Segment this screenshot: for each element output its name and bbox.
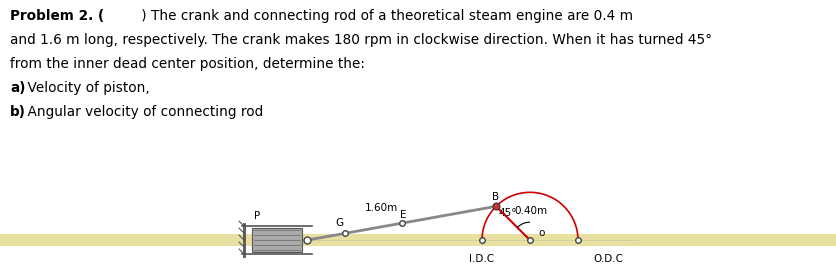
Text: G: G: [336, 218, 344, 228]
Text: 0.40m: 0.40m: [514, 206, 548, 216]
Text: Problem 2. (: Problem 2. (: [10, 9, 104, 23]
Text: and 1.6 m long, respectively. The crank makes 180 rpm in clockwise direction. Wh: and 1.6 m long, respectively. The crank …: [10, 33, 712, 47]
Text: B: B: [492, 192, 500, 202]
Text: 45°: 45°: [499, 208, 517, 218]
Text: a): a): [10, 81, 25, 95]
Text: 1.60m: 1.60m: [365, 203, 398, 213]
Text: Velocity of piston,: Velocity of piston,: [10, 81, 150, 95]
Bar: [0, 234, 836, 246]
Text: O.D.C: O.D.C: [593, 254, 623, 264]
Text: P: P: [254, 211, 260, 221]
Text: ) The crank and connecting rod of a theoretical steam engine are 0.4 m: ) The crank and connecting rod of a theo…: [10, 9, 633, 23]
Text: Angular velocity of connecting rod: Angular velocity of connecting rod: [10, 105, 263, 119]
Text: b): b): [10, 105, 26, 119]
Text: o: o: [538, 228, 544, 238]
Bar: [252, 228, 302, 252]
Text: from the inner dead center position, determine the:: from the inner dead center position, det…: [10, 57, 365, 71]
Text: E: E: [400, 210, 407, 220]
Text: I.D.C: I.D.C: [470, 254, 495, 264]
